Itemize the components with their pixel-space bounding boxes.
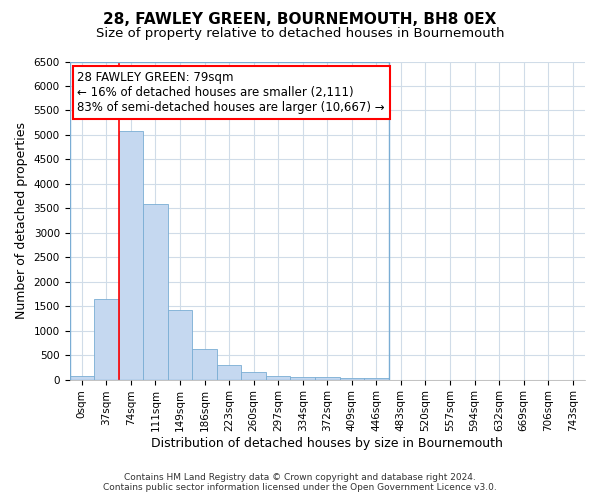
Text: 28 FAWLEY GREEN: 79sqm
← 16% of detached houses are smaller (2,111)
83% of semi-: 28 FAWLEY GREEN: 79sqm ← 16% of detached… xyxy=(77,71,385,114)
X-axis label: Distribution of detached houses by size in Bournemouth: Distribution of detached houses by size … xyxy=(151,437,503,450)
Y-axis label: Number of detached properties: Number of detached properties xyxy=(15,122,28,319)
Bar xyxy=(340,378,364,380)
Bar xyxy=(143,204,168,380)
Bar xyxy=(70,376,94,380)
Bar xyxy=(168,310,192,380)
Bar xyxy=(192,350,217,380)
Text: 28, FAWLEY GREEN, BOURNEMOUTH, BH8 0EX: 28, FAWLEY GREEN, BOURNEMOUTH, BH8 0EX xyxy=(103,12,497,28)
Bar xyxy=(241,372,266,380)
Text: Contains HM Land Registry data © Crown copyright and database right 2024.
Contai: Contains HM Land Registry data © Crown c… xyxy=(103,473,497,492)
Bar xyxy=(266,376,290,380)
Text: Size of property relative to detached houses in Bournemouth: Size of property relative to detached ho… xyxy=(96,28,504,40)
Bar xyxy=(290,377,315,380)
Bar xyxy=(94,299,119,380)
Bar xyxy=(217,364,241,380)
Bar xyxy=(364,378,389,380)
Bar xyxy=(119,131,143,380)
Bar xyxy=(315,378,340,380)
